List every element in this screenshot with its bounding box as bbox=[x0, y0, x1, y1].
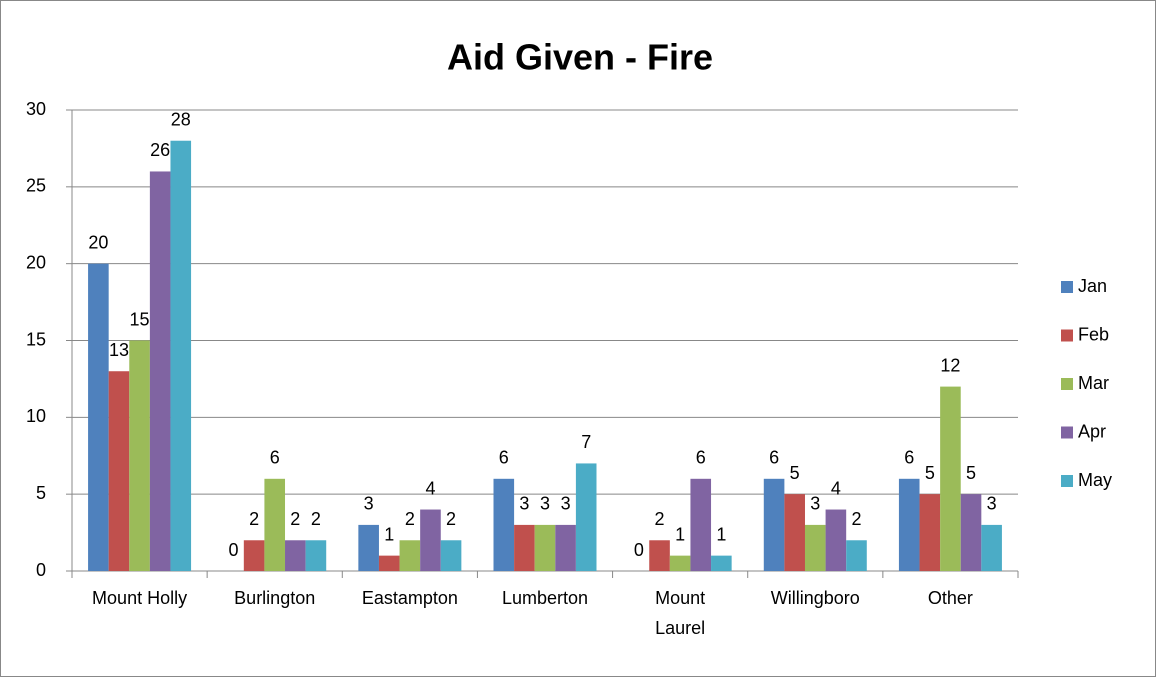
data-label: 3 bbox=[810, 494, 820, 514]
bar bbox=[898, 478, 920, 571]
legend-swatch bbox=[1061, 329, 1073, 342]
data-label: 1 bbox=[384, 524, 394, 544]
x-tick-label: Mount Laurel bbox=[655, 588, 705, 638]
data-label: 3 bbox=[519, 494, 529, 514]
bar bbox=[514, 524, 535, 571]
data-label: 2 bbox=[249, 509, 259, 529]
data-label: 3 bbox=[540, 494, 550, 514]
bar bbox=[440, 540, 462, 571]
data-label: 5 bbox=[966, 463, 976, 483]
data-label: 28 bbox=[171, 109, 191, 129]
chart-title: Aid Given - Fire bbox=[447, 37, 713, 78]
data-label: 15 bbox=[130, 309, 150, 329]
bar bbox=[919, 494, 941, 571]
bar bbox=[981, 524, 1002, 571]
bar bbox=[358, 524, 379, 571]
legend-label: Mar bbox=[1078, 373, 1109, 393]
legend-label: May bbox=[1078, 470, 1112, 490]
bar bbox=[960, 494, 982, 571]
bar bbox=[108, 371, 130, 571]
y-tick-label: 10 bbox=[26, 406, 46, 426]
data-label: 5 bbox=[925, 463, 935, 483]
bar bbox=[555, 524, 576, 571]
data-label: 2 bbox=[446, 509, 456, 529]
bar bbox=[493, 478, 515, 571]
bar bbox=[149, 171, 171, 571]
legend-swatch bbox=[1061, 426, 1073, 439]
bar bbox=[575, 463, 597, 571]
data-label: 6 bbox=[270, 448, 280, 468]
data-label: 2 bbox=[290, 509, 300, 529]
data-label: 2 bbox=[405, 509, 415, 529]
data-label: 0 bbox=[634, 540, 644, 560]
data-label: 12 bbox=[940, 355, 960, 375]
data-label: 2 bbox=[655, 509, 665, 529]
bar bbox=[784, 494, 805, 571]
data-label: 13 bbox=[109, 340, 129, 360]
legend-label: Feb bbox=[1078, 324, 1109, 344]
data-label: 3 bbox=[364, 494, 374, 514]
x-tick-label: Eastampton bbox=[362, 588, 458, 608]
bar bbox=[170, 140, 192, 571]
bar bbox=[669, 555, 691, 571]
x-tick-label: Mount Holly bbox=[92, 588, 187, 608]
data-label: 6 bbox=[904, 448, 914, 468]
data-label: 26 bbox=[150, 140, 170, 160]
bar bbox=[690, 478, 712, 571]
x-tick-label: Willingboro bbox=[771, 588, 860, 608]
bar bbox=[711, 555, 732, 571]
data-label: 20 bbox=[88, 232, 108, 252]
x-tick-label: Other bbox=[928, 588, 973, 608]
bar bbox=[378, 555, 400, 571]
bar bbox=[804, 524, 826, 571]
data-label: 2 bbox=[311, 509, 321, 529]
legend-swatch bbox=[1061, 475, 1073, 487]
data-label: 2 bbox=[851, 509, 861, 529]
y-tick-label: 25 bbox=[26, 176, 46, 196]
x-tick-label: Lumberton bbox=[502, 588, 588, 608]
bar bbox=[399, 540, 421, 571]
y-tick-label: 30 bbox=[26, 99, 46, 119]
bar bbox=[243, 540, 265, 571]
y-tick-label: 0 bbox=[36, 560, 46, 580]
data-label: 7 bbox=[581, 432, 591, 452]
bar bbox=[649, 540, 670, 571]
x-tick-label: Burlington bbox=[234, 588, 315, 608]
data-label: 6 bbox=[499, 448, 509, 468]
bar bbox=[129, 340, 150, 571]
bar bbox=[264, 478, 286, 571]
data-label: 4 bbox=[831, 478, 841, 498]
data-label: 6 bbox=[769, 448, 779, 468]
y-tick-label: 20 bbox=[26, 252, 46, 272]
legend-label: Apr bbox=[1078, 421, 1106, 441]
bar bbox=[88, 263, 109, 571]
bar bbox=[285, 540, 306, 571]
data-label: 1 bbox=[716, 524, 726, 544]
legend-swatch bbox=[1061, 378, 1073, 390]
y-tick-label: 5 bbox=[36, 483, 46, 503]
bar bbox=[534, 524, 556, 571]
data-label: 0 bbox=[229, 540, 239, 560]
legend-label: Jan bbox=[1078, 276, 1107, 296]
data-label: 1 bbox=[675, 524, 685, 544]
bar bbox=[846, 540, 867, 571]
bar bbox=[940, 386, 961, 571]
bar bbox=[305, 540, 327, 571]
data-label: 5 bbox=[790, 463, 800, 483]
data-label: 4 bbox=[425, 478, 435, 498]
bar bbox=[420, 509, 441, 571]
bar bbox=[763, 478, 785, 571]
y-tick-label: 15 bbox=[26, 329, 46, 349]
data-label: 3 bbox=[987, 494, 997, 514]
data-label: 3 bbox=[561, 494, 571, 514]
legend-swatch bbox=[1061, 281, 1073, 293]
data-label: 6 bbox=[696, 448, 706, 468]
bar bbox=[825, 509, 847, 571]
